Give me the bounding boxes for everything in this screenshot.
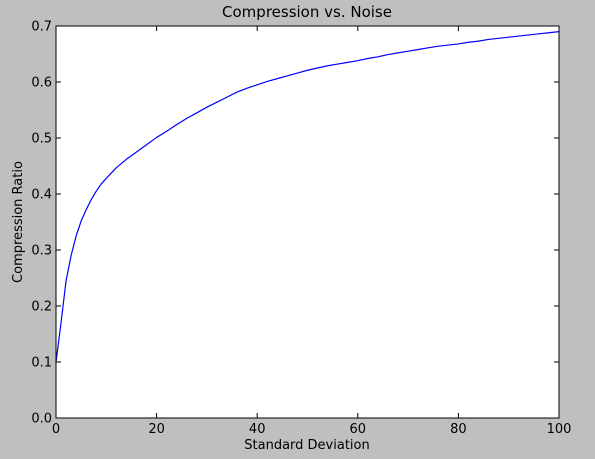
y-tick-label: 0.1: [31, 356, 52, 371]
y-tick-label: 0.7: [31, 20, 52, 35]
x-tick-label: 0: [52, 422, 60, 437]
data-layer: [55, 31, 560, 363]
y-tick-label: 0.4: [31, 188, 52, 203]
y-tick-label: 0.6: [31, 76, 52, 91]
y-axis-label: Compression Ratio: [11, 161, 26, 283]
y-axis-ticks: 0.0 0.1 0.2 0.3 0.4 0.5 0.6 0.7: [31, 20, 559, 427]
x-axis-label: Standard Deviation: [244, 438, 369, 453]
y-tick-label: 0.0: [31, 412, 52, 427]
series-line-0: [55, 31, 560, 363]
plot-frame: [55, 25, 560, 419]
x-tick-label: 40: [249, 422, 266, 437]
y-tick-label: 0.3: [31, 244, 52, 259]
y-tick-label: 0.2: [31, 300, 52, 315]
chart-title: Compression vs. Noise: [222, 3, 392, 21]
y-tick-label: 0.5: [31, 132, 52, 147]
x-tick-label: 20: [148, 422, 165, 437]
x-tick-label: 100: [547, 422, 572, 437]
plot-area: [56, 26, 559, 418]
x-tick-label: 60: [350, 422, 367, 437]
x-tick-label: 80: [450, 422, 467, 437]
x-axis-ticks: 0 20 40 60 80 100: [52, 26, 572, 437]
